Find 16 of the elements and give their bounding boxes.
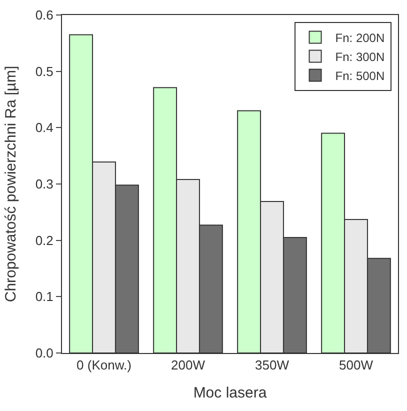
legend-label: Fn: 300N [335,50,385,64]
y-tick-label: 0.1 [35,289,54,304]
y-tick-label: 0.4 [35,120,54,136]
y-tick-label: 0.3 [35,176,54,192]
legend-label: Fn: 500N [335,68,385,83]
x-axis-title: Moc lasera [193,384,268,402]
x-tick-label: 350W [255,358,290,373]
y-tick-label: 0.0 [35,346,54,361]
y-axis-title: Chropowatość powierzchni Ra [µm] [2,66,20,302]
legend-label: Fn: 200N [335,30,385,45]
y-tick-label: 0.6 [35,8,54,23]
y-tick-label: 0.2 [35,232,54,248]
y-tick-label: 0.5 [35,64,54,79]
x-tick-label: 0 (Konw.) [76,358,132,373]
x-tick-label: 500W [339,358,374,373]
x-tick-label: 200W [171,358,206,373]
